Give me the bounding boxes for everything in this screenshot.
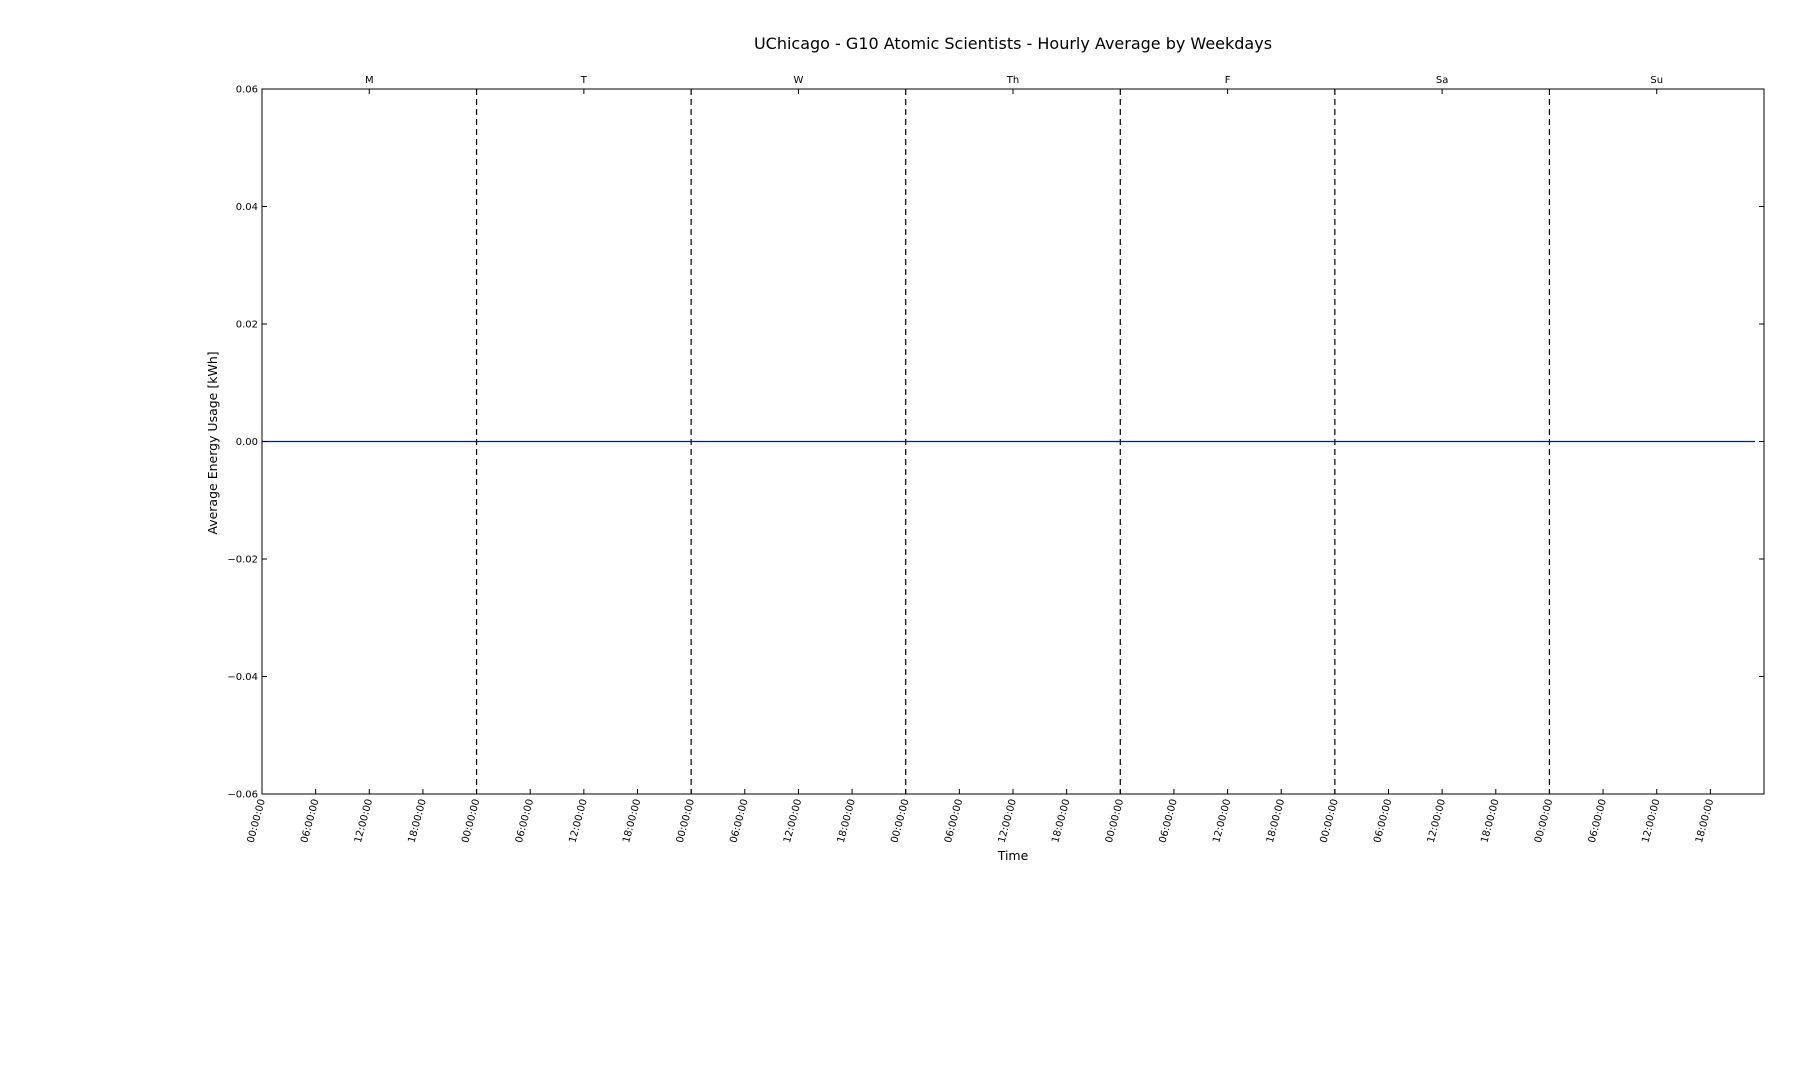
x-tick-label: 00:00:00 bbox=[889, 798, 911, 844]
x-tick-label: 12:00:00 bbox=[1640, 798, 1662, 844]
y-tick-label: −0.06 bbox=[227, 790, 258, 801]
x-tick-label: 00:00:00 bbox=[675, 798, 697, 844]
x-tick-label: 06:00:00 bbox=[1587, 798, 1609, 844]
day-label: Su bbox=[1650, 75, 1663, 86]
x-tick-label: 18:00:00 bbox=[836, 798, 858, 844]
x-tick-label: 18:00:00 bbox=[1479, 798, 1501, 844]
x-tick-label: 00:00:00 bbox=[246, 798, 268, 844]
day-label: T bbox=[580, 75, 588, 86]
y-tick-label: −0.02 bbox=[227, 555, 258, 566]
x-tick-label: 18:00:00 bbox=[1265, 798, 1287, 844]
day-label: Th bbox=[1006, 75, 1019, 86]
x-tick-label: 18:00:00 bbox=[1050, 798, 1072, 844]
x-tick-label: 12:00:00 bbox=[997, 798, 1019, 844]
y-axis-label: Average Energy Usage [kWh] bbox=[205, 351, 220, 534]
x-tick-label: 00:00:00 bbox=[1104, 798, 1126, 844]
chart-title: UChicago - G10 Atomic Scientists - Hourl… bbox=[754, 34, 1272, 53]
day-label: Sa bbox=[1436, 75, 1448, 86]
x-tick-label: 06:00:00 bbox=[299, 798, 321, 844]
x-tick-label: 06:00:00 bbox=[1158, 798, 1180, 844]
x-tick-label: 00:00:00 bbox=[1319, 798, 1341, 844]
day-label: M bbox=[365, 75, 374, 86]
x-tick-label: 18:00:00 bbox=[1694, 798, 1716, 844]
x-tick-label: 12:00:00 bbox=[1426, 798, 1448, 844]
x-tick-label: 06:00:00 bbox=[1372, 798, 1394, 844]
day-label: F bbox=[1225, 75, 1231, 86]
x-tick-label: 12:00:00 bbox=[568, 798, 590, 844]
x-tick-label: 06:00:00 bbox=[514, 798, 536, 844]
x-tick-label: 12:00:00 bbox=[353, 798, 375, 844]
x-tick-label: 12:00:00 bbox=[1211, 798, 1233, 844]
y-tick-label: 0.04 bbox=[236, 202, 258, 213]
x-tick-label: 18:00:00 bbox=[407, 798, 429, 844]
x-tick-label: 00:00:00 bbox=[460, 798, 482, 844]
x-tick-label: 06:00:00 bbox=[943, 798, 965, 844]
day-label: W bbox=[793, 75, 803, 86]
x-axis-label: Time bbox=[997, 848, 1029, 863]
y-tick-label: 0.00 bbox=[236, 437, 258, 448]
x-tick-label: 06:00:00 bbox=[728, 798, 750, 844]
x-tick-label: 00:00:00 bbox=[1533, 798, 1555, 844]
x-tick-label: 18:00:00 bbox=[621, 798, 643, 844]
y-tick-label: −0.04 bbox=[227, 672, 258, 683]
x-tick-label: 12:00:00 bbox=[782, 798, 804, 844]
y-tick-label: 0.06 bbox=[236, 85, 258, 96]
y-tick-label: 0.02 bbox=[236, 320, 258, 331]
